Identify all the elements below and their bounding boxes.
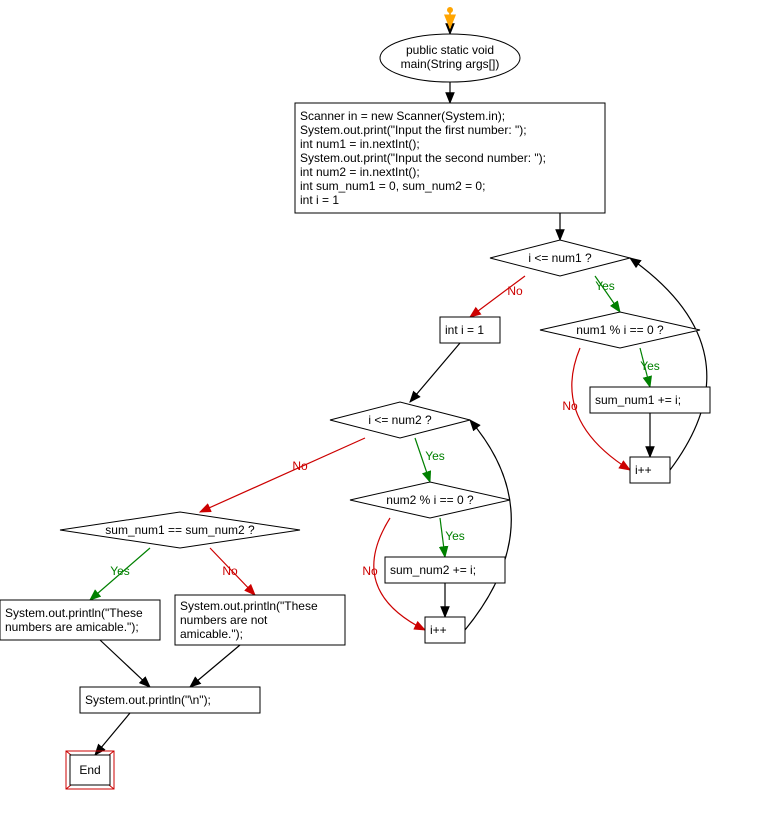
edge-inc2-cond2 xyxy=(465,420,511,630)
edge-cond2-cond3 xyxy=(200,438,365,512)
node-text: num1 % i == 0 ? xyxy=(576,323,664,337)
node-text: System.out.print("Input the first number… xyxy=(300,123,527,137)
edge-amicable-newline xyxy=(100,640,150,687)
node-inc1: i++ xyxy=(630,457,670,483)
node-text: i <= num1 ? xyxy=(528,251,592,265)
node-reinit: int i = 1 xyxy=(440,317,500,343)
node-init: Scanner in = new Scanner(System.in);Syst… xyxy=(295,103,605,213)
node-text: numbers are amicable."); xyxy=(5,620,139,634)
node-text: num2 % i == 0 ? xyxy=(386,493,474,507)
node-text: main(String args[]) xyxy=(401,57,500,71)
node-cond2: i <= num2 ? xyxy=(330,402,470,438)
node-text: amicable."); xyxy=(180,627,243,641)
node-text: int i = 1 xyxy=(300,193,339,207)
node-end: End xyxy=(66,751,114,789)
edge-label-no: No xyxy=(362,564,378,578)
node-text: i <= num2 ? xyxy=(368,413,432,427)
node-newline: System.out.println("\n"); xyxy=(80,687,260,713)
node-text: System.out.println("\n"); xyxy=(85,693,211,707)
node-inc2: i++ xyxy=(425,617,465,643)
edge-label-yes: Yes xyxy=(595,279,615,293)
edge-newline-end xyxy=(95,713,130,755)
edge-label-no: No xyxy=(562,399,578,413)
node-text: i++ xyxy=(635,463,652,477)
node-text: int num1 = in.nextInt(); xyxy=(300,137,420,151)
node-cond2a: num2 % i == 0 ? xyxy=(350,482,510,518)
node-cond1a: num1 % i == 0 ? xyxy=(540,312,700,348)
node-notamicable: System.out.println("Thesenumbers are not… xyxy=(175,595,345,645)
node-cond3: sum_num1 == sum_num2 ? xyxy=(60,512,300,548)
node-start xyxy=(447,7,453,28)
node-main: public static voidmain(String args[]) xyxy=(380,34,520,82)
edge-label-no: No xyxy=(292,459,308,473)
node-text: End xyxy=(79,763,100,777)
node-text: System.out.print("Input the second numbe… xyxy=(300,151,546,165)
node-text: Scanner in = new Scanner(System.in); xyxy=(300,109,505,123)
edge-label-no: No xyxy=(507,284,523,298)
node-text: i++ xyxy=(430,623,447,637)
nodes-group: public static voidmain(String args[]) Sca… xyxy=(0,7,710,789)
edge-label-yes: Yes xyxy=(640,359,660,373)
node-text: sum_num2 += i; xyxy=(390,563,476,577)
flowchart-canvas: YesNoYesNoYesNoYesNoYesNopublic static v… xyxy=(0,0,782,833)
node-text: int i = 1 xyxy=(445,323,484,337)
edge-label-yes: Yes xyxy=(110,564,130,578)
node-amicable: System.out.println("Thesenumbers are ami… xyxy=(0,600,160,640)
node-text: System.out.println("These xyxy=(180,599,318,613)
node-text: int num2 = in.nextInt(); xyxy=(300,165,420,179)
edge-notamicable-newline xyxy=(190,645,240,687)
node-text: numbers are not xyxy=(180,613,268,627)
node-text: int sum_num1 = 0, sum_num2 = 0; xyxy=(300,179,485,193)
node-text: public static void xyxy=(406,43,494,57)
node-text: System.out.println("These xyxy=(5,606,143,620)
node-sum2: sum_num2 += i; xyxy=(385,557,505,583)
edge-label-no: No xyxy=(222,564,238,578)
node-text: sum_num1 == sum_num2 ? xyxy=(105,523,255,537)
node-cond1: i <= num1 ? xyxy=(490,240,630,276)
node-sum1: sum_num1 += i; xyxy=(590,387,710,413)
edge-label-yes: Yes xyxy=(425,449,445,463)
edge-label-yes: Yes xyxy=(445,529,465,543)
node-text: sum_num1 += i; xyxy=(595,393,681,407)
edge-reinit-cond2 xyxy=(410,343,460,402)
